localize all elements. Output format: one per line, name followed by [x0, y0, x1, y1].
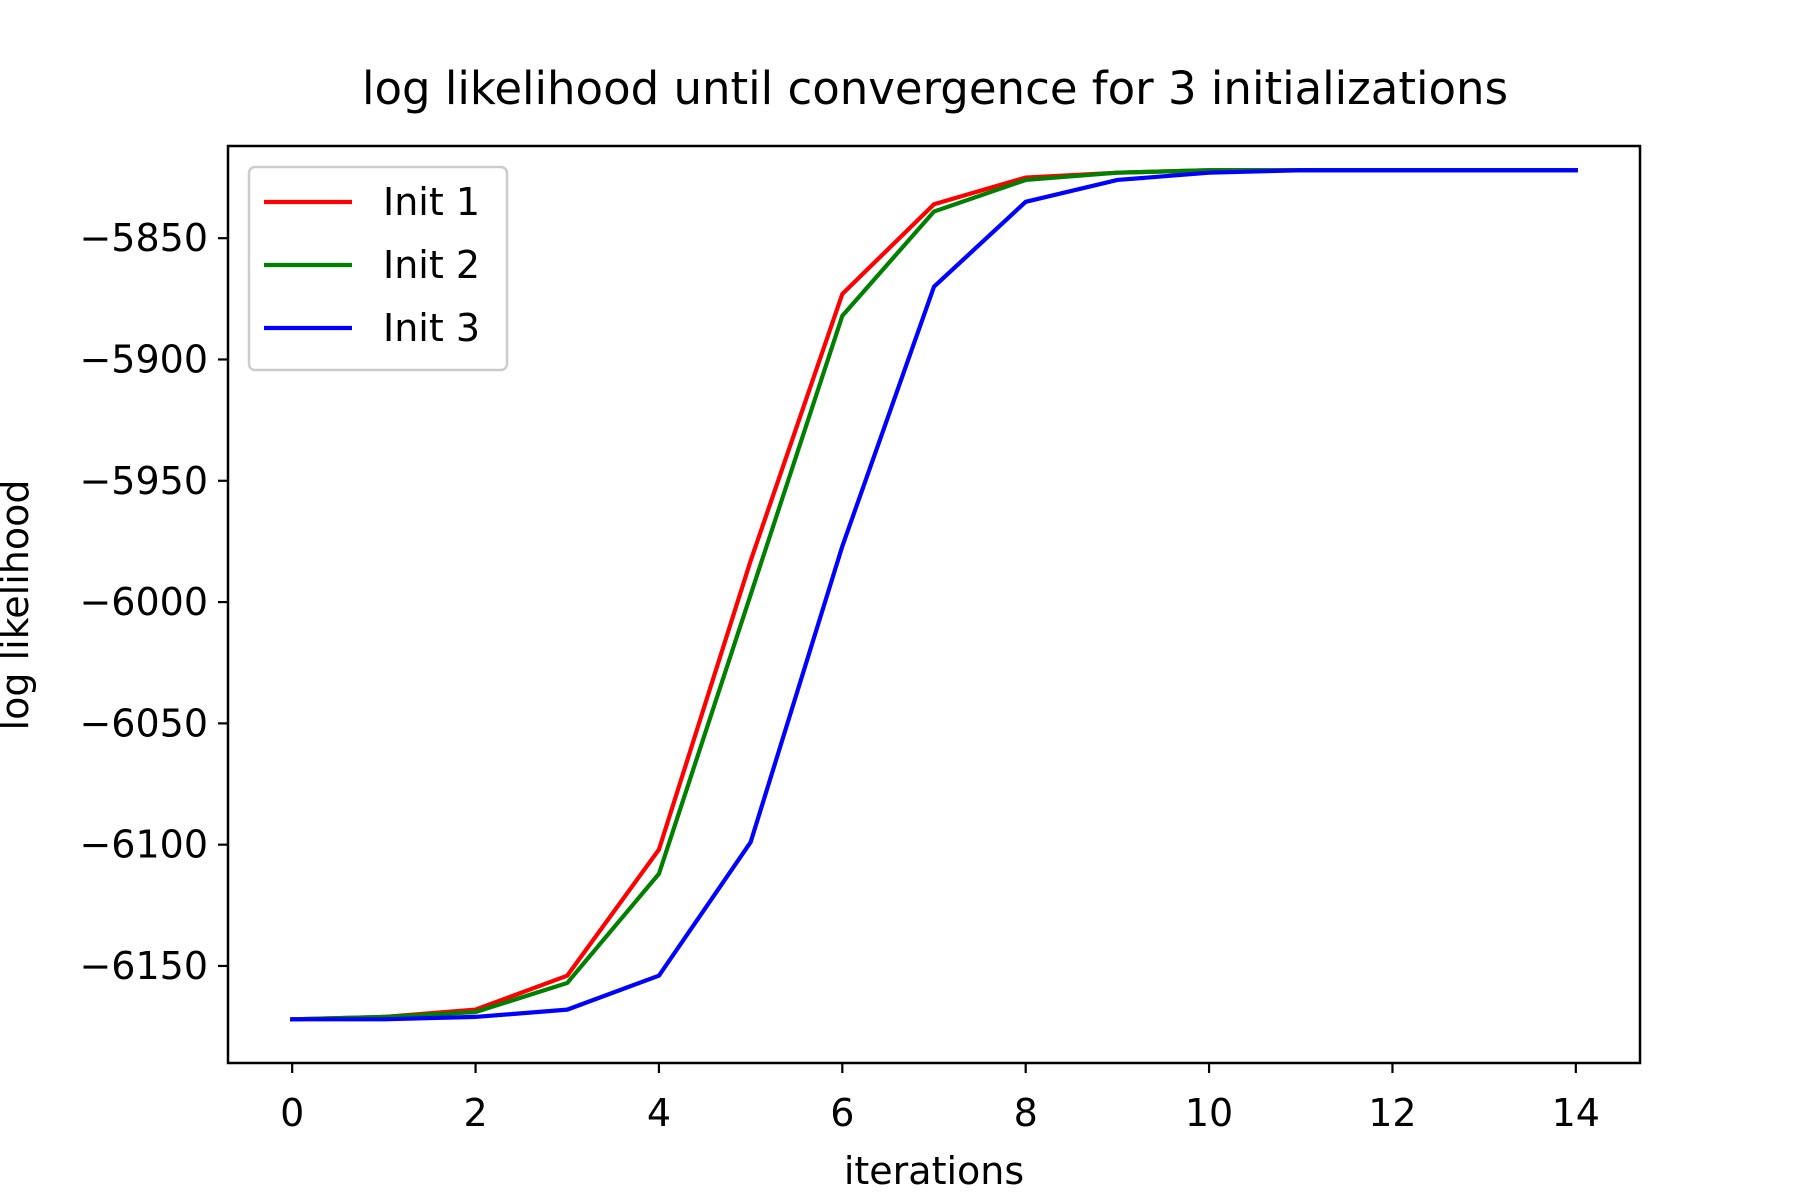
y-axis-label: log likelihood	[0, 480, 37, 731]
chart-title: log likelihood until convergence for 3 i…	[362, 62, 1508, 115]
plot-area-frame	[226, 144, 1642, 1065]
x-tick-label: 14	[1552, 1091, 1600, 1135]
legend-box	[247, 165, 509, 372]
x-tick-label: 2	[463, 1091, 487, 1135]
x-tick-label: 12	[1368, 1091, 1416, 1135]
y-tick-label: −5850	[79, 216, 208, 260]
legend-label-2: Init 2	[383, 243, 480, 287]
x-tick-label: 6	[830, 1091, 854, 1135]
series-layer	[290, 168, 1578, 1022]
y-axis: −5850 −5900 −5950 −6000 −6050 −6100 −6150	[79, 216, 228, 988]
x-axis-label: iterations	[844, 1149, 1024, 1193]
legend-label-1: Init 1	[383, 180, 480, 224]
x-tick-label: 8	[1014, 1091, 1038, 1135]
x-tick-label: 0	[280, 1091, 304, 1135]
y-tick-label: −6000	[79, 580, 208, 624]
y-tick-label: −6100	[79, 823, 208, 867]
legend-label-3: Init 3	[383, 306, 480, 350]
series-line-3	[290, 168, 1578, 1022]
y-tick-label: −6050	[79, 701, 208, 745]
x-axis: 0 2 4 6 8 10 12 14	[280, 1063, 1600, 1135]
y-tick-label: −5900	[79, 337, 208, 381]
y-tick-label: −6150	[79, 944, 208, 988]
x-tick-label: 10	[1185, 1091, 1233, 1135]
x-tick-label: 4	[647, 1091, 671, 1135]
legend: Init 1 Init 2 Init 3	[247, 165, 509, 372]
y-tick-label: −5950	[79, 459, 208, 503]
